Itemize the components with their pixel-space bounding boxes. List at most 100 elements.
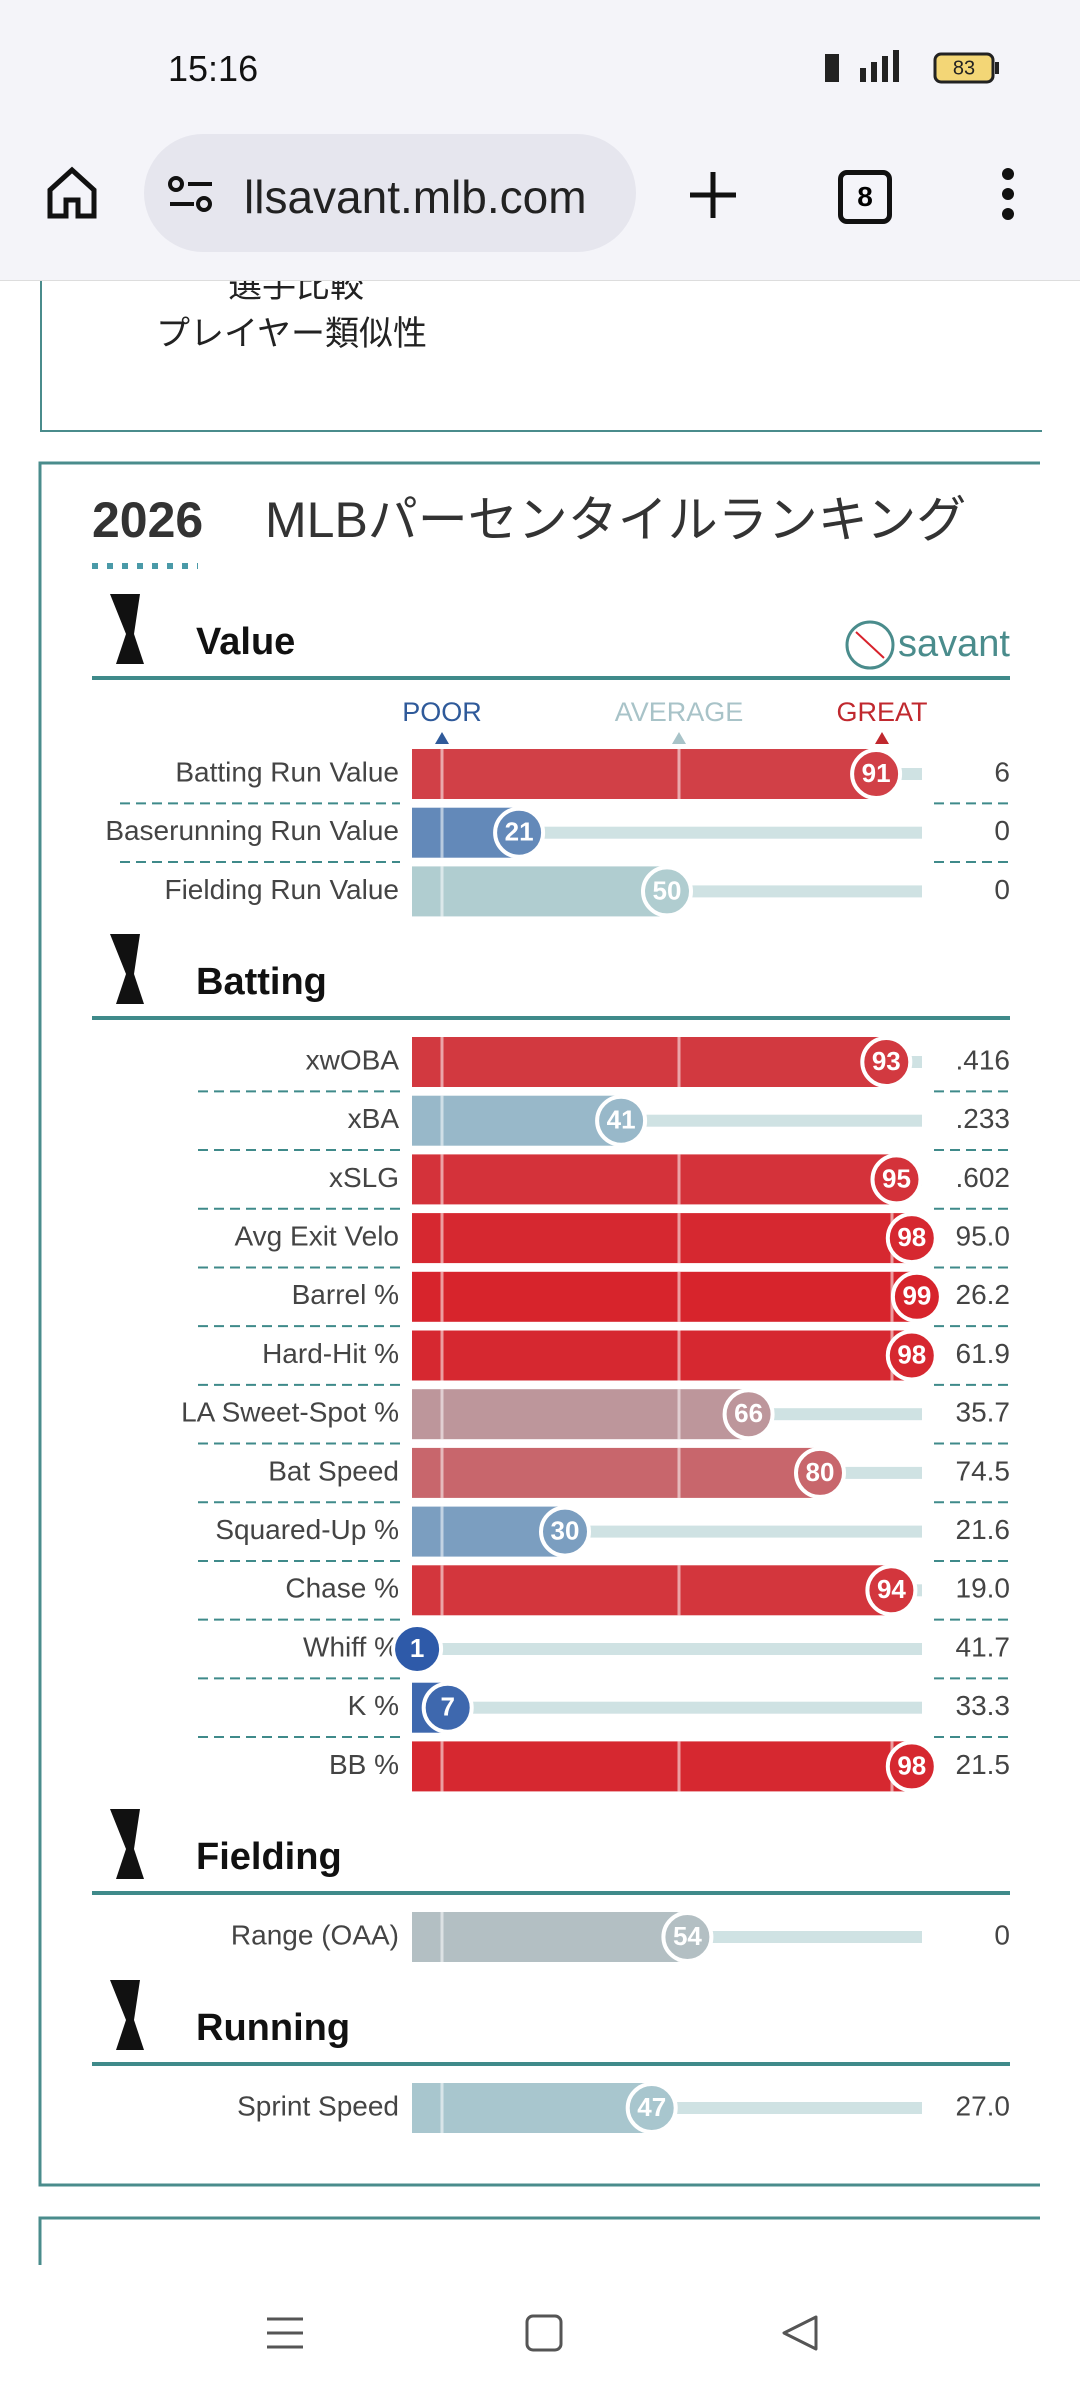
row-label: Chase % — [285, 1573, 399, 1604]
percentile-bar — [412, 1565, 892, 1616]
stat-value: 35.7 — [956, 1397, 1011, 1428]
row-label: BB % — [329, 1749, 399, 1780]
percentile-bar — [412, 1271, 917, 1322]
stat-value: .416 — [956, 1044, 1011, 1075]
recents-button[interactable] — [265, 2313, 305, 2353]
percentile-bar — [412, 2083, 652, 2133]
percentile-text: 30 — [551, 1515, 580, 1545]
back-button[interactable] — [780, 2313, 820, 2353]
section-icon — [110, 934, 144, 1004]
percentile-text: 1 — [410, 1633, 424, 1663]
stat-value: 19.0 — [956, 1573, 1011, 1604]
percentile-badge — [661, 1911, 714, 1963]
percentile-bar — [412, 749, 877, 799]
percentile-badge — [391, 1623, 444, 1675]
new-tab-button[interactable] — [688, 170, 738, 220]
percentile-text: 91 — [862, 758, 891, 788]
home-nav-button[interactable] — [524, 2313, 564, 2353]
row-label: xBA — [348, 1103, 400, 1134]
scale-label: AVERAGE — [615, 697, 744, 727]
stat-value: 6 — [994, 756, 1010, 787]
percentile-text: 98 — [897, 1222, 926, 1252]
site-settings-icon[interactable] — [168, 174, 214, 214]
row-label: xwOBA — [306, 1044, 400, 1075]
section-icon — [110, 1809, 144, 1879]
stat-value: 27.0 — [956, 2090, 1011, 2121]
percentile-bar — [412, 1037, 887, 1087]
url-bar[interactable]: llsavant.mlb.com — [144, 134, 636, 252]
row-label: Range (OAA) — [231, 1919, 399, 1950]
status-icons: 83 — [825, 50, 999, 84]
section-title: Running — [196, 2007, 350, 2049]
home-button[interactable] — [44, 164, 100, 220]
stat-value: 0 — [994, 1919, 1010, 1950]
percentile-text: 7 — [440, 1692, 454, 1722]
row-label: Hard-Hit % — [262, 1338, 399, 1369]
card-title: MLBパーセンタイルランキング — [265, 492, 966, 548]
scale-marker — [435, 732, 449, 744]
stat-value: 21.6 — [956, 1514, 1011, 1545]
row-label: Whiff % — [303, 1631, 399, 1662]
row-label: K % — [348, 1690, 399, 1721]
section-title: Fielding — [196, 1836, 342, 1878]
percentile-text: 98 — [897, 1339, 926, 1369]
percentile-badge — [865, 1564, 918, 1617]
stat-value: 95.0 — [956, 1220, 1011, 1251]
percentile-badge — [794, 1446, 846, 1499]
percentile-badge — [890, 1270, 943, 1323]
section-icon — [110, 594, 144, 664]
scale-label: POOR — [402, 697, 482, 727]
percentile-card: 2026 MLBパーセンタイルランキング savant POOR AVERAGE G… — [38, 461, 1040, 2265]
section-title: Batting — [196, 961, 327, 1003]
menu-button[interactable] — [994, 166, 1022, 222]
percentile-badge — [595, 1094, 648, 1147]
percentile-bar — [412, 1912, 688, 1962]
stat-value: 0 — [994, 815, 1010, 846]
percentile-badge — [860, 1036, 913, 1088]
row-label: xSLG — [329, 1162, 399, 1193]
track — [412, 1701, 922, 1714]
system-nav — [0, 2265, 1080, 2400]
row-label: Barrel % — [292, 1279, 399, 1310]
stat-value: 74.5 — [956, 1455, 1011, 1486]
row-label: Baserunning Run Value — [105, 815, 399, 846]
percentile-badge — [885, 1212, 938, 1265]
percentile-text: 54 — [673, 1921, 702, 1951]
percentile-bar — [412, 1389, 749, 1440]
percentile-badge — [870, 1153, 923, 1206]
row-label: Squared-Up % — [215, 1514, 399, 1545]
percentile-bar — [412, 1330, 912, 1381]
percentile-text: 47 — [637, 2092, 666, 2122]
percentile-text: 80 — [806, 1457, 835, 1487]
row-label: Sprint Speed — [237, 2090, 399, 2121]
stat-value: 33.3 — [956, 1690, 1011, 1721]
percentile-bar — [412, 1213, 912, 1264]
percentile-badge — [885, 1740, 938, 1793]
row-label: Batting Run Value — [175, 756, 399, 787]
tab-count[interactable]: 8 — [838, 170, 892, 224]
row-label: Bat Speed — [268, 1455, 399, 1486]
percentile-text: 95 — [882, 1163, 911, 1193]
percentile-bar — [412, 1154, 897, 1205]
percentile-badge — [539, 1505, 591, 1558]
percentile-badge — [493, 806, 546, 859]
track — [412, 1643, 922, 1655]
year[interactable]: 2026 — [92, 492, 203, 548]
stat-value: .602 — [956, 1162, 1011, 1193]
percentile-bar — [412, 1741, 912, 1792]
percentile-text: 66 — [734, 1398, 763, 1428]
row-label: Avg Exit Velo — [235, 1220, 399, 1251]
percentile-bar — [412, 866, 667, 917]
scale-marker — [672, 732, 686, 744]
stat-value: 41.7 — [956, 1631, 1011, 1662]
percentile-badge — [641, 865, 693, 918]
percentile-text: 50 — [653, 875, 682, 905]
percentile-text: 21 — [505, 817, 534, 847]
stat-value: 21.5 — [956, 1749, 1011, 1780]
status-bar: 15:16 83 — [0, 0, 1080, 130]
percentile-badge — [722, 1388, 775, 1441]
section-title: Value — [196, 621, 295, 663]
clock: 15:16 — [168, 48, 259, 89]
link[interactable]: プレイヤー類似性 — [156, 315, 427, 353]
